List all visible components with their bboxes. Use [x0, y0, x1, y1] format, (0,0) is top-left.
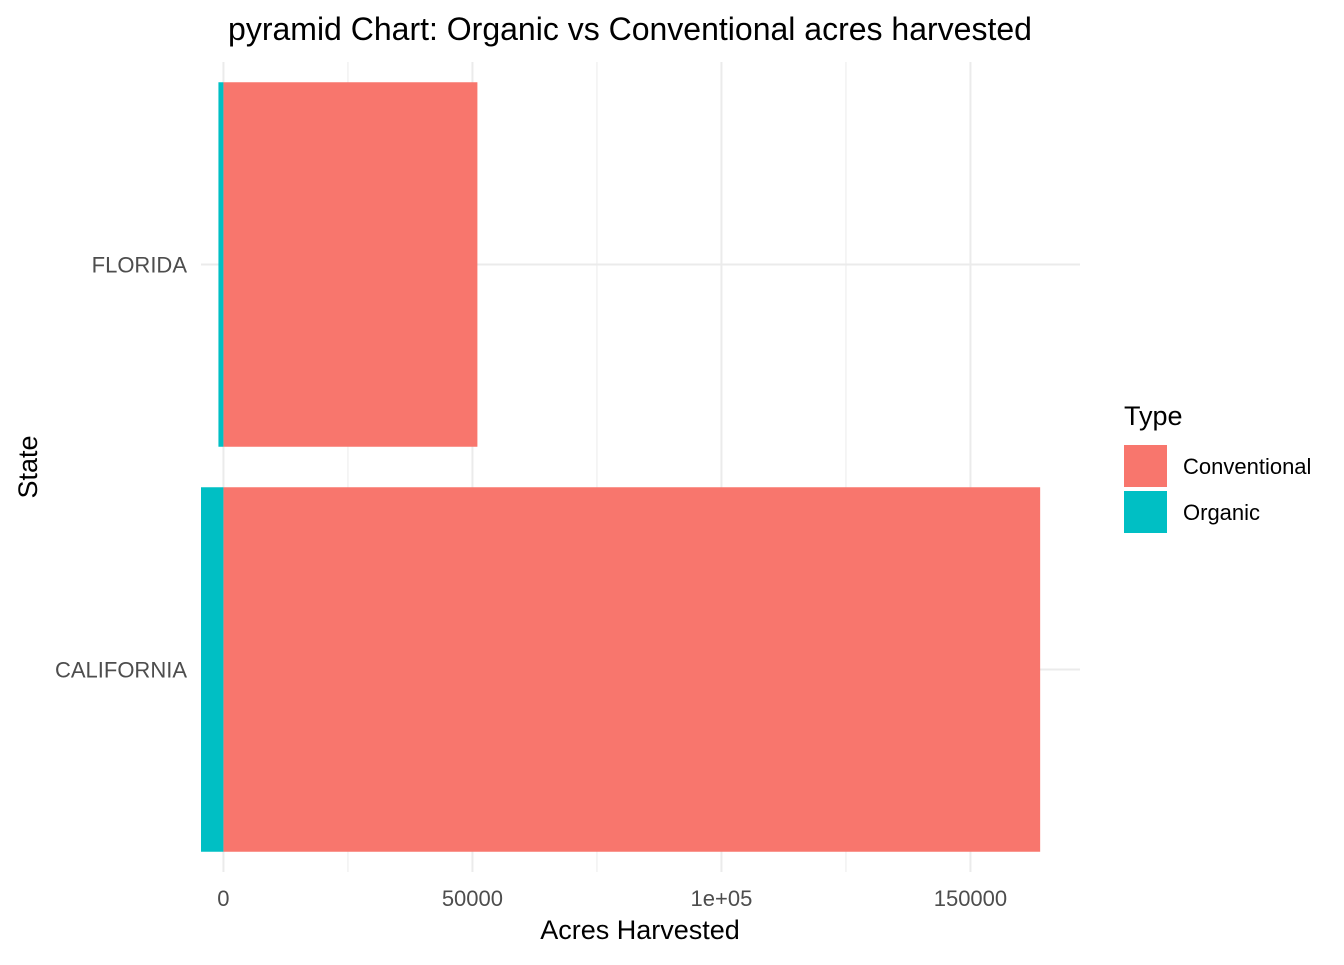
y-tick-label: FLORIDA [92, 253, 188, 278]
bar-organic-california [201, 487, 224, 852]
legend-swatch-organic [1124, 491, 1167, 533]
bars [201, 82, 1041, 852]
chart-title: pyramid Chart: Organic vs Conventional a… [228, 11, 1032, 47]
legend-label-conventional: Conventional [1183, 454, 1311, 479]
x-tick-label: 0 [217, 886, 229, 911]
y-axis-tick-labels: CALIFORNIA FLORIDA [55, 253, 187, 683]
x-axis-tick-labels: 0 50000 1e+05 150000 [217, 886, 1007, 911]
x-tick-label: 1e+05 [691, 886, 753, 911]
bar-organic-florida [218, 82, 224, 447]
y-axis-title: State [13, 435, 43, 498]
legend-entries: Conventional Organic [1124, 445, 1311, 533]
x-axis-title: Acres Harvested [540, 915, 740, 945]
legend: Type Conventional Organic [1124, 401, 1311, 533]
legend-title: Type [1124, 401, 1183, 431]
bar-conventional-california [223, 487, 1041, 852]
legend-label-organic: Organic [1183, 500, 1260, 525]
y-tick-label: CALIFORNIA [55, 658, 187, 683]
x-tick-label: 50000 [442, 886, 503, 911]
legend-swatch-conventional [1124, 445, 1167, 487]
bar-conventional-florida [223, 82, 478, 447]
x-tick-label: 150000 [934, 886, 1007, 911]
